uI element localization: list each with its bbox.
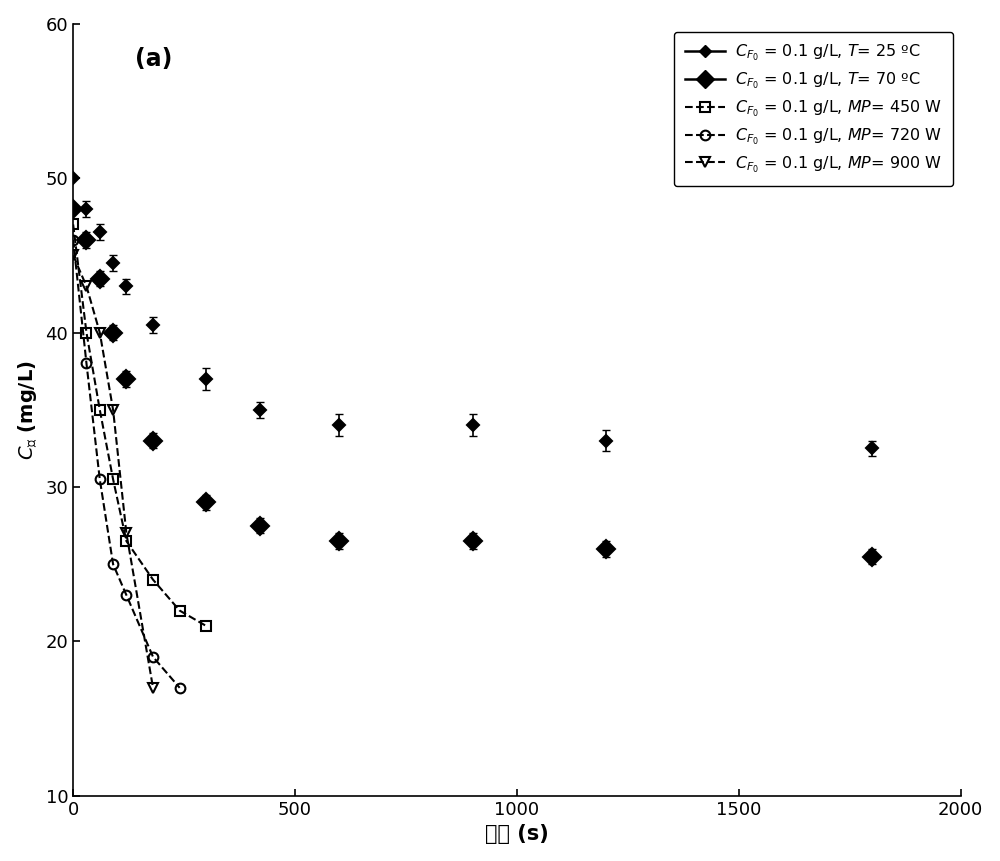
Text: (a): (a)	[135, 46, 173, 71]
X-axis label: 时间 (s): 时间 (s)	[485, 824, 549, 845]
Y-axis label: $C_{浓}$ (mg/L): $C_{浓}$ (mg/L)	[17, 360, 40, 460]
Legend: $C_{F_0}$ = 0.1 g/L, $T$= 25 ºC, $C_{F_0}$ = 0.1 g/L, $T$= 70 ºC, $C_{F_0}$ = 0.: $C_{F_0}$ = 0.1 g/L, $T$= 25 ºC, $C_{F_0…	[674, 32, 953, 186]
